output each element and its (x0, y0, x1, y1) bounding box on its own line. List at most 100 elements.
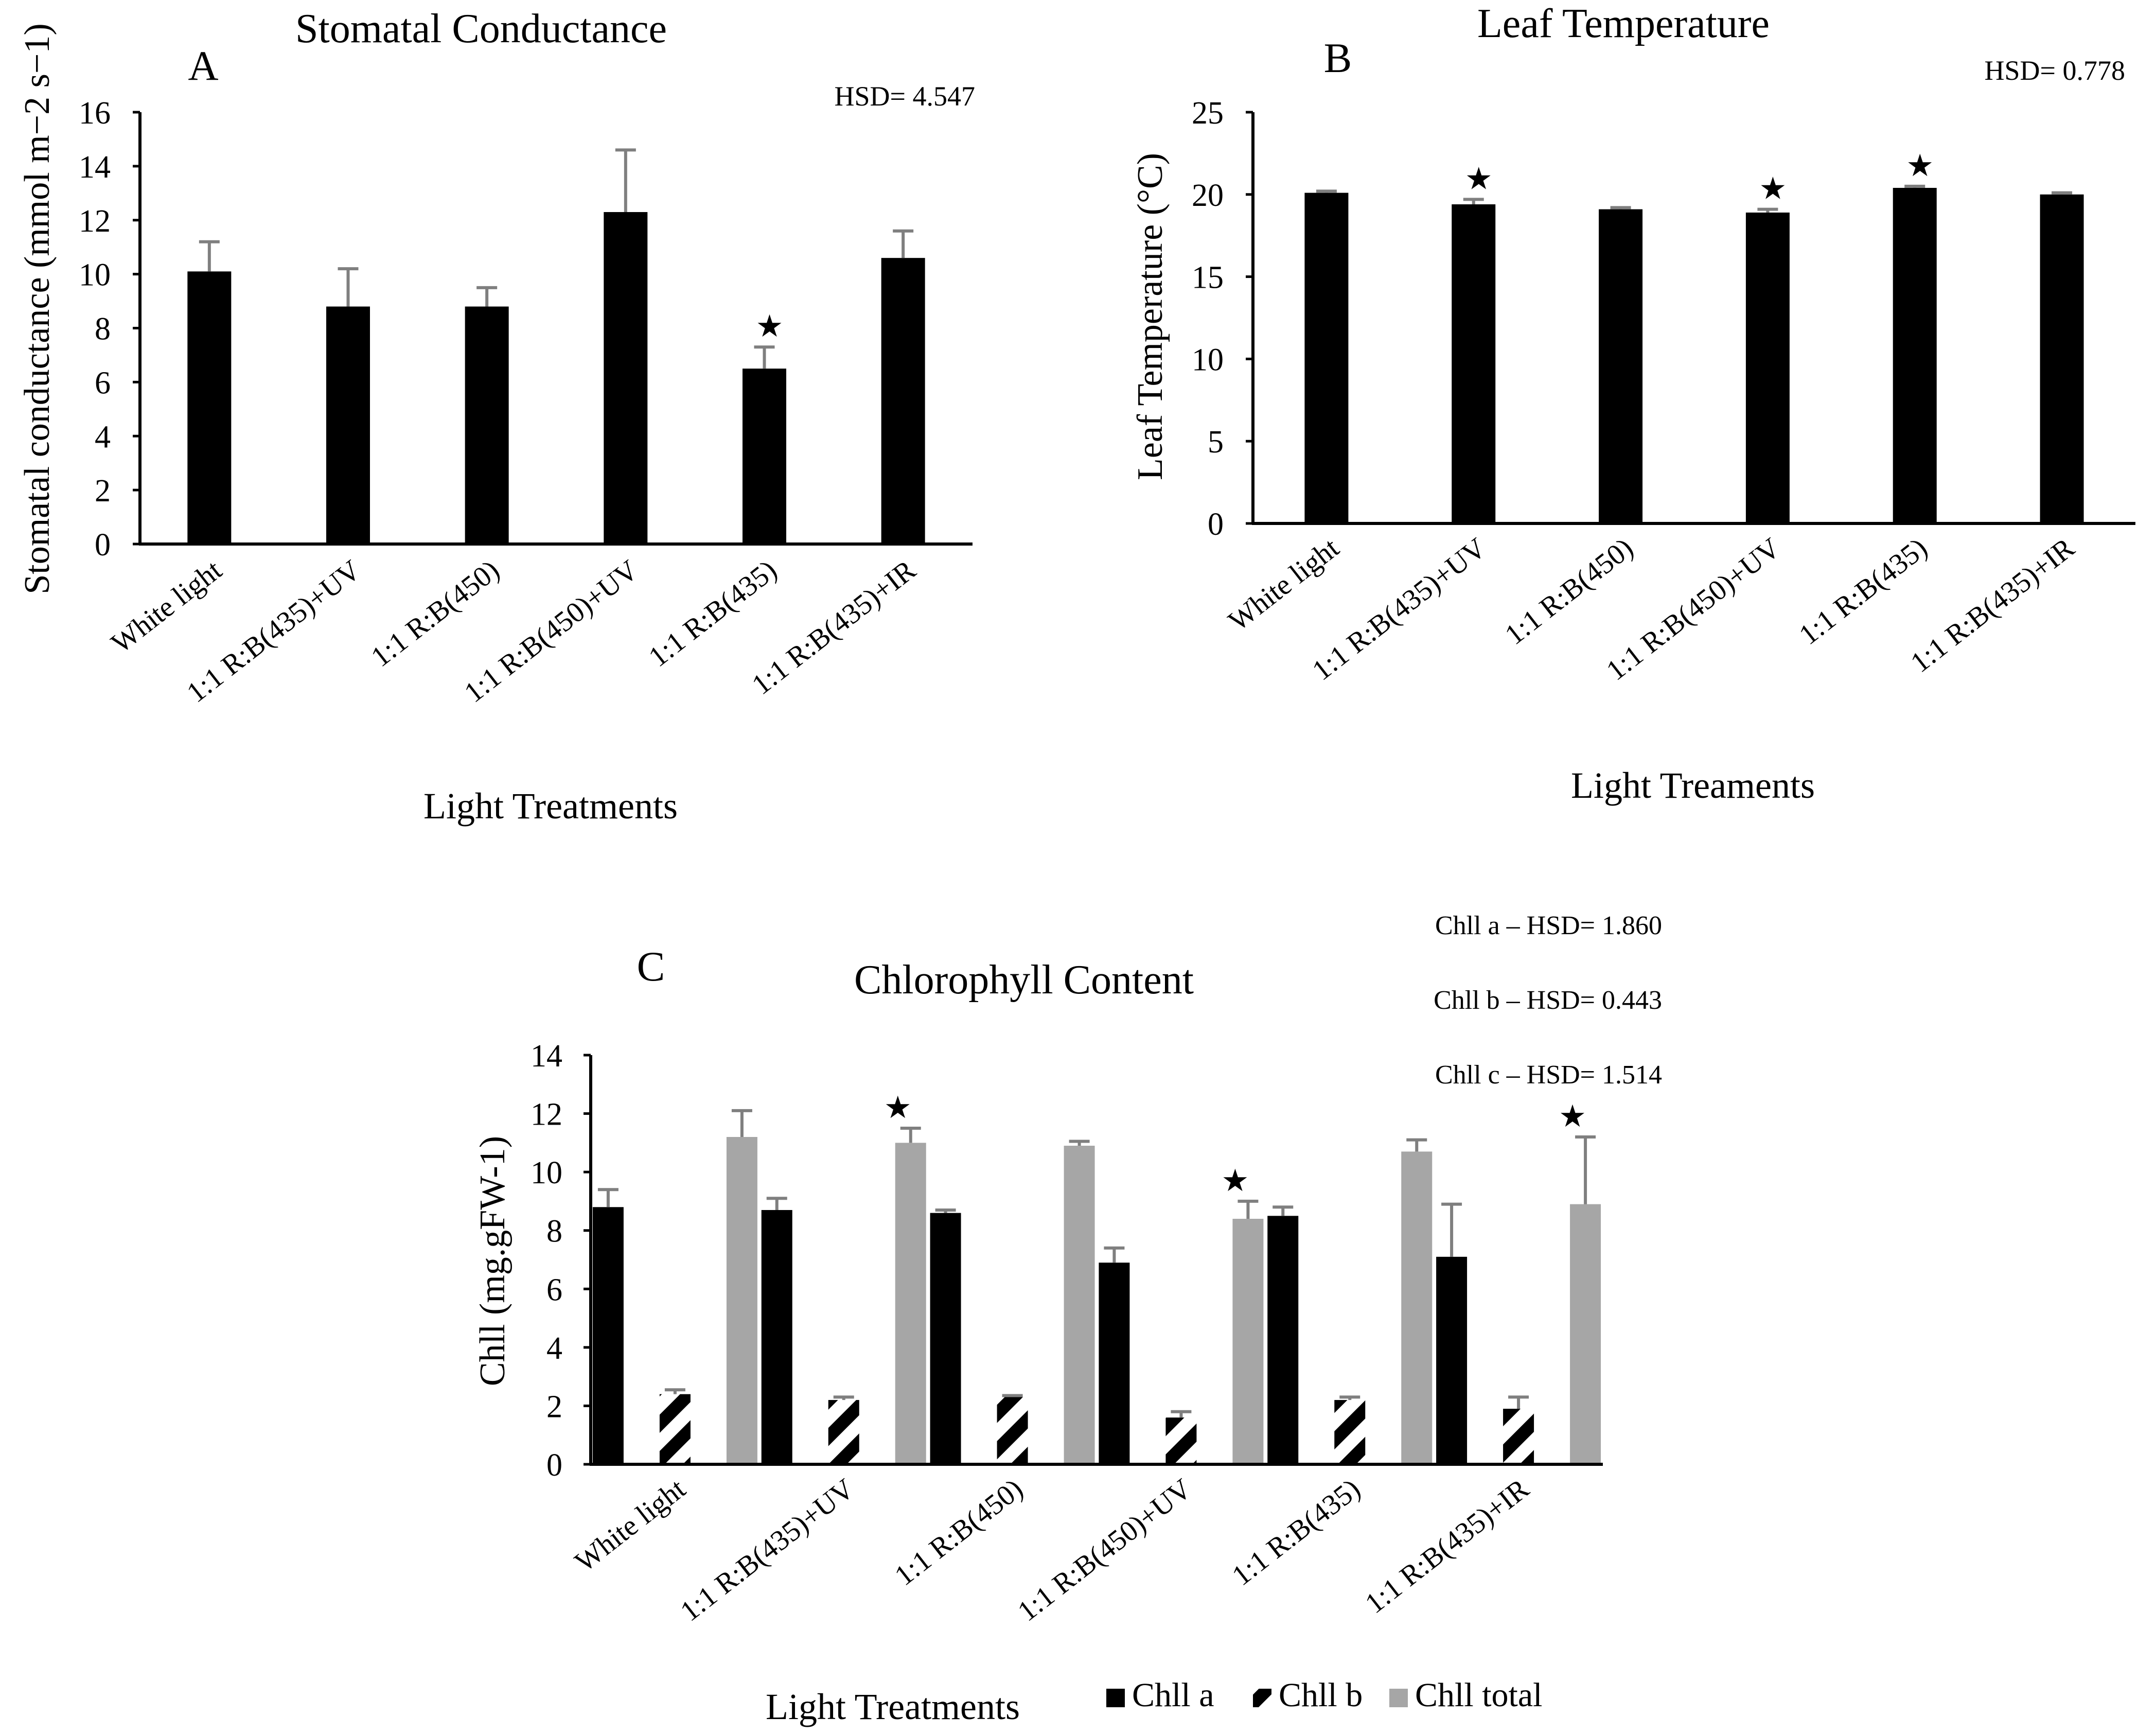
panel-letter: A (188, 42, 218, 89)
y-tick-label: 8 (546, 1214, 562, 1249)
bar-stomatal-conductance (326, 306, 370, 544)
y-tick-label: 10 (531, 1155, 562, 1190)
y-axis-title: Chll (mg.gFW-1) (473, 1136, 513, 1386)
hsd-annotation: HSD= 4.547 (835, 81, 975, 112)
y-tick-label: 0 (1208, 507, 1224, 542)
legend-swatch (1106, 1689, 1125, 1707)
bar-chll-a (1436, 1256, 1468, 1464)
bar-stomatal-conductance (743, 369, 786, 544)
bar-stomatal-conductance (881, 258, 925, 545)
x-tick-label: White light (569, 1473, 692, 1578)
panel-letter: B (1324, 34, 1352, 81)
x-tick-label: White light (105, 554, 228, 659)
y-tick-label: 10 (79, 258, 111, 293)
y-tick-label: 10 (1192, 342, 1224, 377)
y-tick-label: 6 (546, 1272, 562, 1307)
y-tick-label: 2 (546, 1389, 562, 1424)
x-axis-title: Light Treatments (423, 785, 678, 827)
bar-chll-total (895, 1143, 926, 1464)
bar-chll-b (828, 1400, 859, 1464)
bar-leaf-temperature (1304, 192, 1349, 523)
y-tick-label: 4 (546, 1331, 562, 1366)
y-tick-label: 8 (95, 312, 111, 347)
y-tick-label: 25 (1192, 96, 1224, 131)
bar-chll-a (930, 1213, 961, 1464)
significance-star: ★ (1759, 172, 1787, 206)
legend-swatch (1389, 1689, 1408, 1707)
legend-label: Chll a (1132, 1676, 1214, 1714)
bar-stomatal-conductance (187, 271, 232, 544)
y-tick-label: 4 (95, 419, 111, 454)
y-axis-title: Leaf Temperature (°C) (1130, 153, 1170, 480)
bar-chll-b (1503, 1409, 1534, 1464)
y-tick-label: 14 (531, 1039, 562, 1074)
y-tick-label: 6 (95, 365, 111, 400)
bar-leaf-temperature (1745, 212, 1790, 523)
x-tick-label: 1:1 R:B(435)+UV (675, 1473, 860, 1627)
significance-star: ★ (756, 309, 784, 343)
y-tick-label: 0 (95, 528, 111, 563)
bar-chll-a (761, 1210, 792, 1464)
y-axis-title: Stomatal conductance (mmol m−2 s−1) (17, 23, 57, 594)
x-tick-label: 1:1 R:B(435)+IR (1359, 1473, 1535, 1620)
y-tick-label: 16 (79, 96, 111, 131)
bar-chll-total (1570, 1204, 1601, 1464)
x-tick-label: 1:1 R:B(435) (1226, 1473, 1366, 1592)
y-tick-label: 12 (79, 204, 111, 239)
legend: Chll a Chll b Chll total (1106, 1676, 1543, 1714)
x-tick-label: 1:1 R:B(435) (643, 554, 783, 673)
panel-c-chlorophyll-content: Chlorophyll Content C Chll a – HSD= 1.860 C… (473, 911, 1662, 1727)
chart-title: Chlorophyll Content (854, 957, 1194, 1003)
y-tick-label: 2 (95, 474, 111, 509)
panel-letter: C (637, 943, 665, 990)
legend-swatch (1253, 1689, 1271, 1707)
bar-chll-b (1165, 1417, 1197, 1464)
bar-leaf-temperature (1893, 188, 1937, 523)
x-axis-title: Light Treaments (1571, 765, 1815, 806)
x-tick-label: 1:1 R:B(450) (1499, 532, 1639, 651)
bar-chll-total (1232, 1219, 1264, 1464)
bar-leaf-temperature (1452, 204, 1496, 523)
hsd-annotation: Chll a – HSD= 1.860 (1435, 911, 1662, 940)
x-axis-title: Light Treatments (766, 1686, 1020, 1727)
chart-title: Stomatal Conductance (295, 6, 667, 51)
significance-star: ★ (884, 1091, 912, 1125)
x-tick-label: 1:1 R:B(450)+UV (1012, 1473, 1197, 1627)
significance-star: ★ (1222, 1164, 1249, 1198)
bar-chll-a (592, 1207, 624, 1464)
hsd-annotation: HSD= 0.778 (1985, 55, 2125, 86)
bar-chll-b (997, 1397, 1028, 1464)
bar-stomatal-conductance (604, 212, 648, 544)
y-tick-label: 12 (531, 1097, 562, 1132)
y-tick-label: 0 (546, 1448, 562, 1483)
x-tick-label: 1:1 R:B(450) (889, 1473, 1029, 1592)
legend-label: Chll b (1279, 1676, 1363, 1714)
significance-star: ★ (1559, 1099, 1586, 1133)
y-tick-label: 5 (1208, 425, 1224, 460)
bar-chll-b (659, 1394, 691, 1464)
y-tick-label: 15 (1192, 260, 1224, 295)
x-tick-label: 1:1 R:B(435)+IR (1905, 532, 2081, 679)
significance-star: ★ (1906, 149, 1934, 183)
hsd-annotation: Chll b – HSD= 0.443 (1434, 986, 1662, 1015)
panel-b-leaf-temperature: Leaf Temperature B HSD= 0.778 0 5 10 15 20 25 Whi… (1130, 1, 2135, 806)
x-tick-label: 1:1 R:B(435) (1793, 532, 1933, 651)
significance-star: ★ (1465, 162, 1493, 196)
bar-chll-total (1401, 1151, 1433, 1464)
bar-chll-a (1267, 1216, 1299, 1464)
bar-chll-total (726, 1137, 757, 1464)
bar-stomatal-conductance (465, 306, 509, 544)
hsd-annotation: Chll c – HSD= 1.514 (1435, 1060, 1662, 1090)
x-tick-label: White light (1223, 532, 1345, 637)
panel-a-stomatal-conductance: Stomatal Conductance A HSD= 4.547 0 2 4 6 8 10 12… (17, 6, 975, 827)
bar-chll-a (1099, 1263, 1130, 1464)
bar-chll-total (1064, 1146, 1095, 1464)
bar-chll-b (1334, 1400, 1366, 1464)
legend-label: Chll total (1415, 1676, 1543, 1714)
y-tick-label: 20 (1192, 178, 1224, 213)
y-tick-label: 14 (79, 150, 111, 185)
bar-leaf-temperature (2040, 194, 2084, 523)
x-tick-label: 1:1 R:B(450) (365, 554, 505, 673)
chart-title: Leaf Temperature (1477, 1, 1770, 46)
